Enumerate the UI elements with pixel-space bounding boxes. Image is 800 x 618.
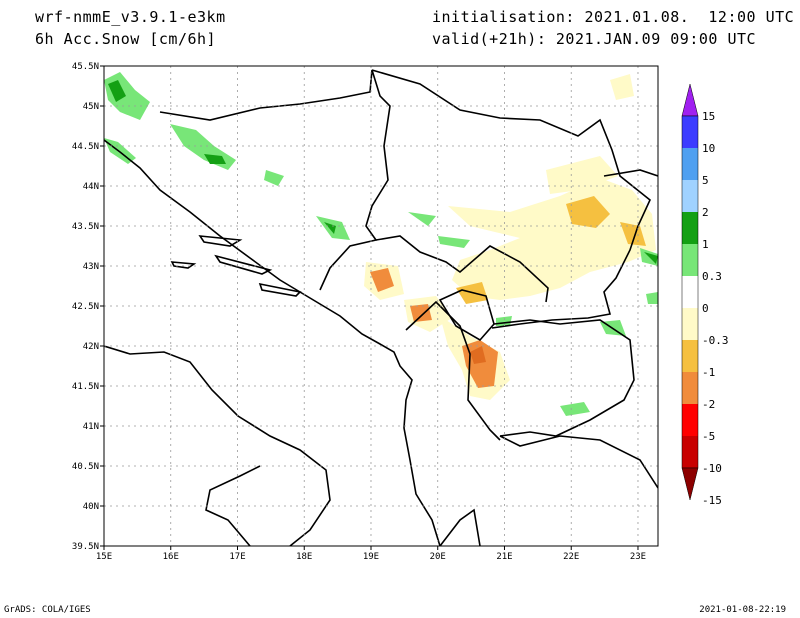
colorbar: 15 10 5 2 1 0.3 0 -0.3 -1 -2 -5 -10 -15 <box>681 83 729 507</box>
lat-tick-label: 42.5N <box>72 302 99 312</box>
colorbar-label: 0.3 <box>702 270 722 283</box>
colorbar-label: 2 <box>702 206 709 219</box>
colorbar-label: -5 <box>702 430 715 443</box>
axis-ticks: 15E 16E 17E 18E 19E 20E 21E 22E 23E 45.5N 45N 44.5N… <box>72 62 646 562</box>
green-snow-patch <box>408 212 436 226</box>
model-title: wrf-nmmE_v3.9.1-e3km <box>35 8 226 26</box>
initialisation-time: initialisation: 2021.01.08. 12:00 UTC <box>432 8 795 26</box>
lat-tick-label: 43N <box>83 262 99 272</box>
green-snow-patch <box>560 402 590 416</box>
darkgreen-snow-patch <box>644 252 658 264</box>
orange-snow-patch <box>410 304 432 322</box>
greece-border <box>499 435 658 489</box>
serbia-border <box>371 69 651 329</box>
lightyellow-region <box>448 178 656 300</box>
lat-tick-label: 44N <box>83 182 99 192</box>
colorbar-segment <box>682 436 698 468</box>
colorbar-segment <box>682 180 698 212</box>
snow-field <box>104 72 658 416</box>
island-3 <box>258 282 302 297</box>
italy-coast <box>104 345 331 546</box>
lat-tick-label: 45.5N <box>72 62 99 72</box>
green-snow-patch <box>438 236 470 248</box>
green-snow-patch <box>646 292 658 304</box>
orange-snow-patch <box>370 268 394 292</box>
lon-tick-label: 17E <box>229 552 245 562</box>
colorbar-segment <box>682 340 698 372</box>
bulgaria-border <box>603 169 658 177</box>
yellow-snow-patch <box>620 222 646 246</box>
lon-tick-label: 15E <box>96 552 112 562</box>
colorbar-segment <box>682 404 698 436</box>
island-4 <box>170 261 197 269</box>
generation-timestamp: 2021-01-08-22:19 <box>699 605 786 615</box>
lat-tick-label: 44.5N <box>72 142 99 152</box>
island-1 <box>198 235 243 247</box>
colorbar-segment <box>682 372 698 404</box>
colorbar-label: -2 <box>702 398 715 411</box>
colorbar-segment <box>682 212 698 244</box>
bosnia-border <box>159 69 391 291</box>
lon-tick-label: 23E <box>630 552 646 562</box>
green-snow-patch <box>170 124 236 170</box>
lon-tick-label: 19E <box>363 552 379 562</box>
colorbar-label: 10 <box>702 142 715 155</box>
map-grid <box>104 66 658 546</box>
green-snow-patch <box>264 170 284 186</box>
grads-credit: GrADS: COLA/IGES <box>4 605 91 615</box>
lat-tick-label: 43.5N <box>72 222 99 232</box>
lon-tick-label: 18E <box>296 552 312 562</box>
lon-tick-label: 22E <box>563 552 579 562</box>
valid-time: valid(+21h): 2021.JAN.09 09:00 UTC <box>432 30 757 48</box>
colorbar-segment <box>682 308 698 340</box>
darkgreen-snow-patch <box>324 222 336 234</box>
colorbar-label: 0 <box>702 302 709 315</box>
colorbar-label: 1 <box>702 238 709 251</box>
green-snow-patch <box>496 316 512 326</box>
darkgreen-snow-patch <box>108 80 126 102</box>
albania-border <box>405 300 501 441</box>
lat-tick-label: 42N <box>83 342 99 352</box>
colorbar-label: 5 <box>702 174 709 187</box>
colorbar-segment <box>682 116 698 148</box>
lon-tick-label: 16E <box>163 552 179 562</box>
darkorange-snow-patch <box>470 346 486 364</box>
colorbar-segment <box>682 276 698 308</box>
colorbar-segment <box>682 148 698 180</box>
lat-tick-label: 40N <box>83 502 99 512</box>
colorbar-label: -0.3 <box>702 334 729 347</box>
montenegro-border <box>375 235 549 303</box>
green-snow-patch <box>104 72 150 120</box>
lat-tick-label: 41.5N <box>72 382 99 392</box>
lat-tick-label: 41N <box>83 422 99 432</box>
lightyellow-region <box>546 156 618 194</box>
italy-heel <box>205 465 261 546</box>
colorbar-label: 15 <box>702 110 715 123</box>
field-title: 6h Acc.Snow [cm/6h] <box>35 30 217 48</box>
lon-tick-label: 21E <box>496 552 512 562</box>
adriatic-east-coast <box>104 139 441 546</box>
colorbar-label: -15 <box>702 494 722 507</box>
colorbar-bottom-arrow <box>681 467 699 501</box>
darkgreen-snow-patch <box>204 154 226 164</box>
colorbar-label: -1 <box>702 366 715 379</box>
lat-tick-label: 39.5N <box>72 542 99 552</box>
lat-tick-label: 40.5N <box>72 462 99 472</box>
colorbar-label: -10 <box>702 462 722 475</box>
colorbar-top-arrow <box>681 83 699 117</box>
lat-tick-label: 45N <box>83 102 99 112</box>
lon-tick-label: 20E <box>430 552 446 562</box>
macedonia-border <box>493 319 635 437</box>
yellow-snow-patch <box>566 196 610 228</box>
greece-coast <box>439 508 481 546</box>
island-2 <box>214 254 273 275</box>
lightyellow-region <box>610 74 634 100</box>
colorbar-segment <box>682 244 698 276</box>
